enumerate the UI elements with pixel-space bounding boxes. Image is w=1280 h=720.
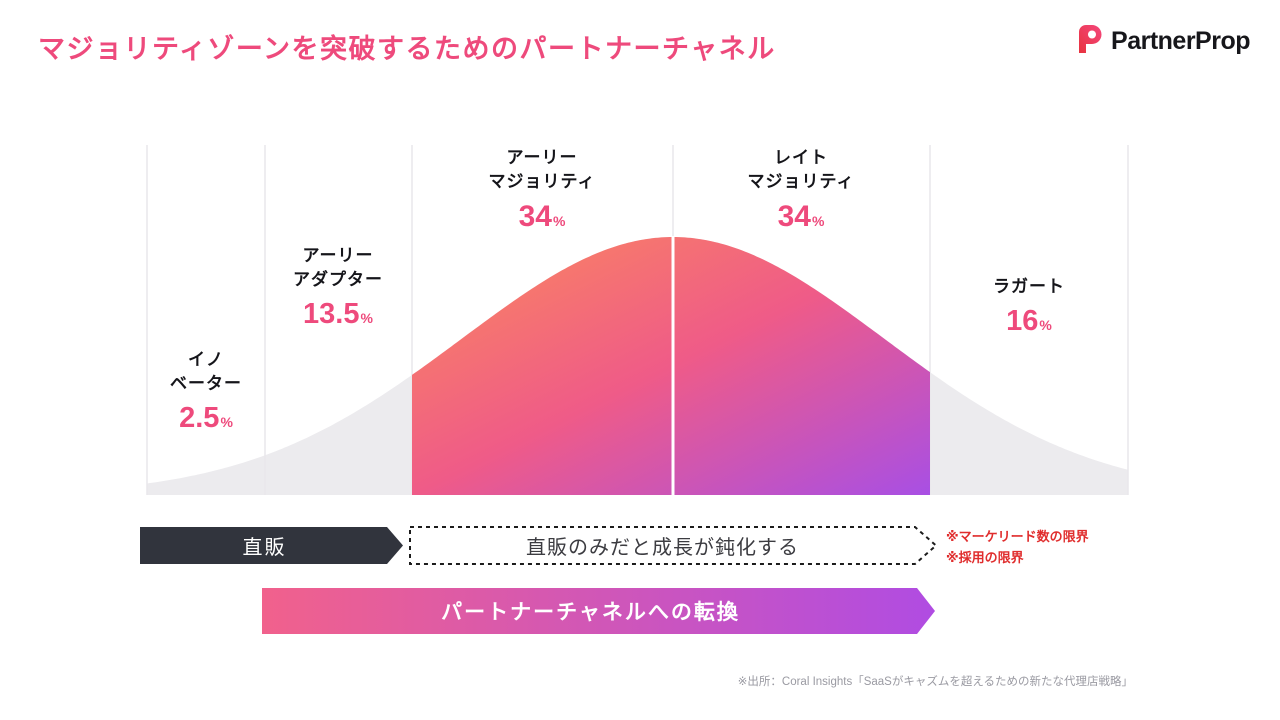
partnerprop-icon [1074, 24, 1104, 59]
source-footnote: ※出所：Coral Insights「SaaSがキャズムを超えるための新たな代理… [737, 676, 1133, 688]
brand-logo: PartnerProp [1074, 24, 1250, 59]
stagnation-arrow: 直販のみだと成長が鈍化する [409, 526, 938, 565]
limit-note-line: ※採用の限界 [946, 549, 1024, 565]
limit-note-line: ※マーケリード数の限界 [946, 529, 1089, 544]
segment-innovators: イノ ベーター 2.5% [91, 348, 321, 435]
brand-name: PartnerProp [1111, 27, 1250, 55]
stagnation-label: 直販のみだと成長が鈍化する [526, 537, 799, 559]
segment-value: 13.5% [303, 297, 373, 330]
direct-sales-label: 直販 [242, 537, 287, 559]
adoption-curve-chart: イノ ベーター 2.5% アーリー アダプター 13.5% アーリー マジョリテ… [145, 145, 1130, 495]
highlighted-curve-area [412, 237, 930, 495]
segment-early-majority: アーリー マジョリティ 34% [427, 146, 657, 234]
segment-label: ラガート [993, 277, 1065, 296]
segment-label: イノ ベーター [170, 350, 242, 393]
partner-channel-arrow: パートナーチャネルへの転換 [262, 588, 935, 634]
segment-early-adopters: アーリー アダプター 13.5% [223, 244, 453, 331]
segment-value: 2.5% [179, 401, 233, 434]
segment-laggards: ラガート 16% [914, 275, 1144, 338]
page-title: マジョリティゾーンを突破するためのパートナーチャネル [38, 34, 776, 64]
segment-late-majority: レイト マジョリティ 34% [686, 146, 916, 234]
segment-value: 16% [1006, 304, 1052, 337]
segment-label: アーリー マジョリティ [488, 148, 596, 191]
segment-value: 34% [777, 199, 825, 233]
dotted-arrow-outline [409, 526, 938, 565]
segment-label: アーリー アダプター [293, 246, 383, 289]
bell-curve-svg [146, 145, 1129, 495]
segment-value: 34% [518, 199, 566, 233]
limit-notes: ※マーケリード数の限界 ※採用の限界 [946, 527, 1089, 569]
direct-sales-arrow: 直販 [140, 527, 403, 564]
conversion-label: パートナーチャネルへの転換 [441, 601, 740, 624]
segment-label: レイト マジョリティ [747, 148, 855, 191]
